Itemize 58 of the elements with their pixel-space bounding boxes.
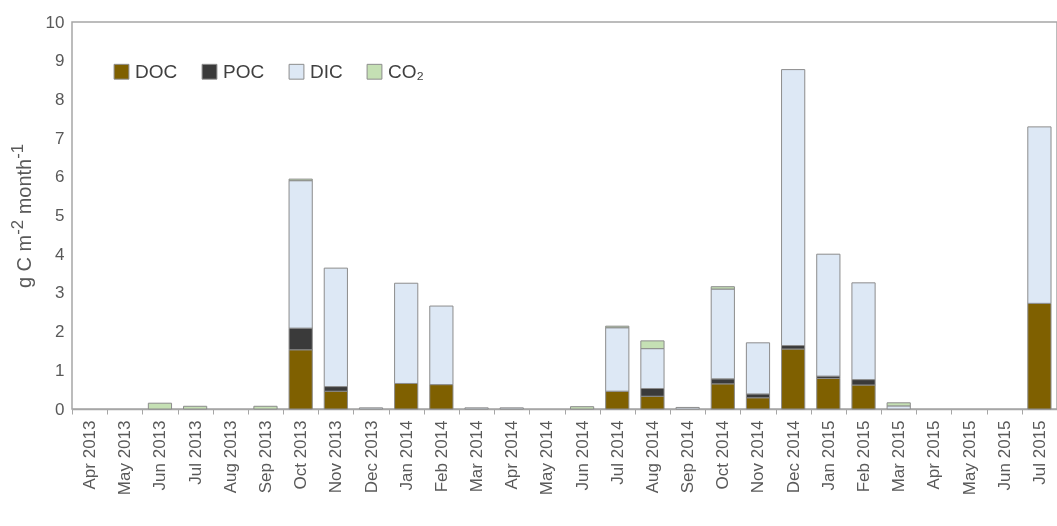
- x-tick-label: May 2015: [959, 420, 979, 496]
- y-tick-label: 8: [55, 89, 65, 109]
- bar: [851, 384, 876, 410]
- bar: [569, 406, 595, 410]
- y-tick-label: 2: [55, 322, 65, 342]
- x-tick-label: Sep 2013: [255, 420, 275, 494]
- bar: [816, 377, 841, 410]
- bar: [745, 342, 771, 395]
- y-tick-label: 0: [55, 399, 65, 419]
- x-tick-label: Nov 2013: [326, 420, 346, 494]
- bar: [183, 405, 208, 410]
- y-tick-label: 4: [55, 244, 65, 264]
- x-tick-label: Jul 2015: [1029, 420, 1049, 485]
- legend-label: POC: [223, 60, 265, 82]
- bar: [710, 383, 735, 410]
- bar: [323, 267, 348, 388]
- x-tick-label: Oct 2013: [291, 420, 311, 490]
- y-tick-label: 10: [45, 12, 65, 32]
- bar: [816, 253, 841, 377]
- x-tick-label: Apr 2015: [924, 420, 944, 490]
- y-tick-label: 1: [55, 360, 65, 380]
- bar: [781, 348, 806, 410]
- y-tick-label: 9: [55, 51, 65, 71]
- x-tick-label: Jan 2015: [818, 420, 838, 491]
- x-tick-label: Aug 2014: [642, 420, 662, 494]
- bar: [323, 390, 348, 410]
- x-tick-label: Sep 2014: [678, 420, 698, 494]
- x-tick-label: Jun 2014: [572, 420, 592, 491]
- y-tick-label: 6: [55, 167, 65, 187]
- x-tick-label: May 2013: [115, 420, 135, 496]
- x-tick-label: Nov 2014: [748, 420, 768, 494]
- x-tick-label: Apr 2013: [80, 420, 100, 490]
- x-tick-label: Jan 2014: [396, 420, 416, 491]
- x-tick-label: Dec 2014: [783, 420, 803, 494]
- x-tick-label: Feb 2014: [431, 420, 451, 493]
- y-tick-label: 7: [55, 128, 65, 148]
- x-tick-label: Feb 2015: [854, 420, 874, 493]
- legend-label: DOC: [135, 60, 178, 82]
- bar: [745, 397, 771, 410]
- bar: [147, 402, 173, 410]
- x-tick-label: Mar 2014: [467, 420, 487, 493]
- x-tick-label: Aug 2013: [220, 420, 240, 494]
- legend-label: DIC: [310, 60, 343, 82]
- x-tick-label: Dec 2013: [361, 420, 381, 494]
- x-tick-label: Jun 2015: [994, 420, 1014, 491]
- y-tick-label: 5: [55, 206, 65, 225]
- x-tick-label: May 2014: [537, 420, 557, 496]
- x-tick-label: Mar 2015: [889, 420, 909, 493]
- bar: [781, 69, 806, 347]
- x-tick-label: Jul 2013: [185, 420, 205, 485]
- x-tick-label: Jul 2014: [607, 420, 627, 485]
- y-tick-label: 3: [55, 283, 65, 303]
- x-tick-label: Jun 2013: [150, 420, 170, 491]
- x-tick-label: Apr 2014: [502, 420, 522, 490]
- legend-label: CO₂: [388, 60, 424, 82]
- bar: [253, 405, 278, 410]
- bar: [710, 288, 735, 380]
- x-tick-label: Oct 2014: [713, 420, 733, 490]
